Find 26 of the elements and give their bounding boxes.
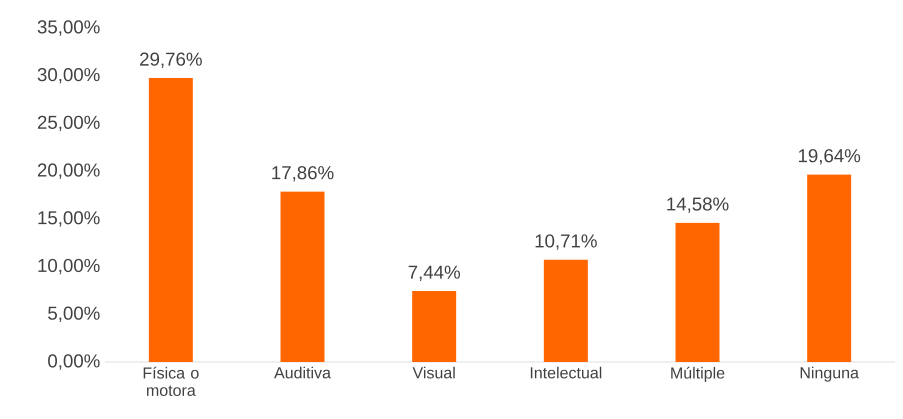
y-tick-label: 35,00% [38, 20, 100, 36]
x-tick-label: Ninguna [800, 366, 859, 382]
bar [148, 78, 193, 362]
y-tick-label: 30,00% [38, 68, 100, 84]
x-tick-label: Múltiple [671, 366, 724, 382]
y-tick-label: 15,00% [38, 211, 100, 227]
y-tick-label: 0,00% [48, 354, 100, 370]
bar [676, 222, 720, 362]
data-label: 29,76% [140, 52, 202, 68]
y-tick-label: 10,00% [38, 258, 100, 274]
y-tick-label: 5,00% [48, 306, 100, 322]
data-label: 14,58% [667, 197, 728, 213]
x-tick-label: Física o motora [144, 366, 199, 396]
x-tick-label: Auditiva [274, 366, 331, 378]
y-tick-label: 25,00% [38, 116, 100, 132]
bar [544, 260, 588, 362]
bar [280, 192, 324, 362]
data-label: 19,64% [798, 149, 860, 165]
data-label: 17,86% [272, 166, 334, 182]
y-tick-label: 20,00% [38, 163, 100, 179]
x-tick-label: Visual [412, 366, 455, 378]
data-label: 10,71% [536, 234, 597, 250]
data-label: 7,44% [408, 266, 460, 281]
bar [807, 174, 852, 362]
bar [412, 291, 456, 362]
x-tick-label: Intelectual [530, 366, 602, 378]
